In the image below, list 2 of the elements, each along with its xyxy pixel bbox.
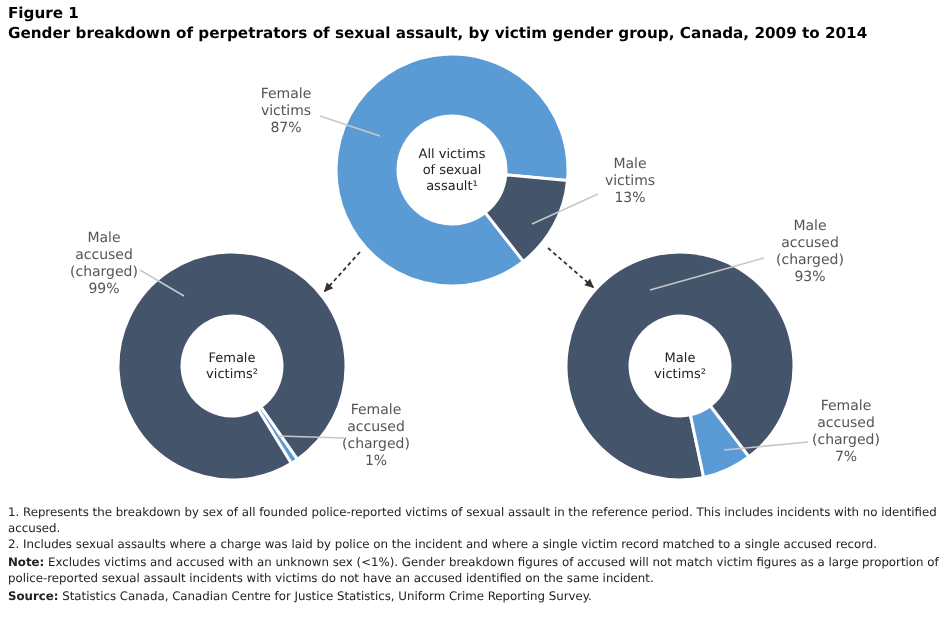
donut-slice [334,52,570,288]
donut-slice [256,405,299,465]
